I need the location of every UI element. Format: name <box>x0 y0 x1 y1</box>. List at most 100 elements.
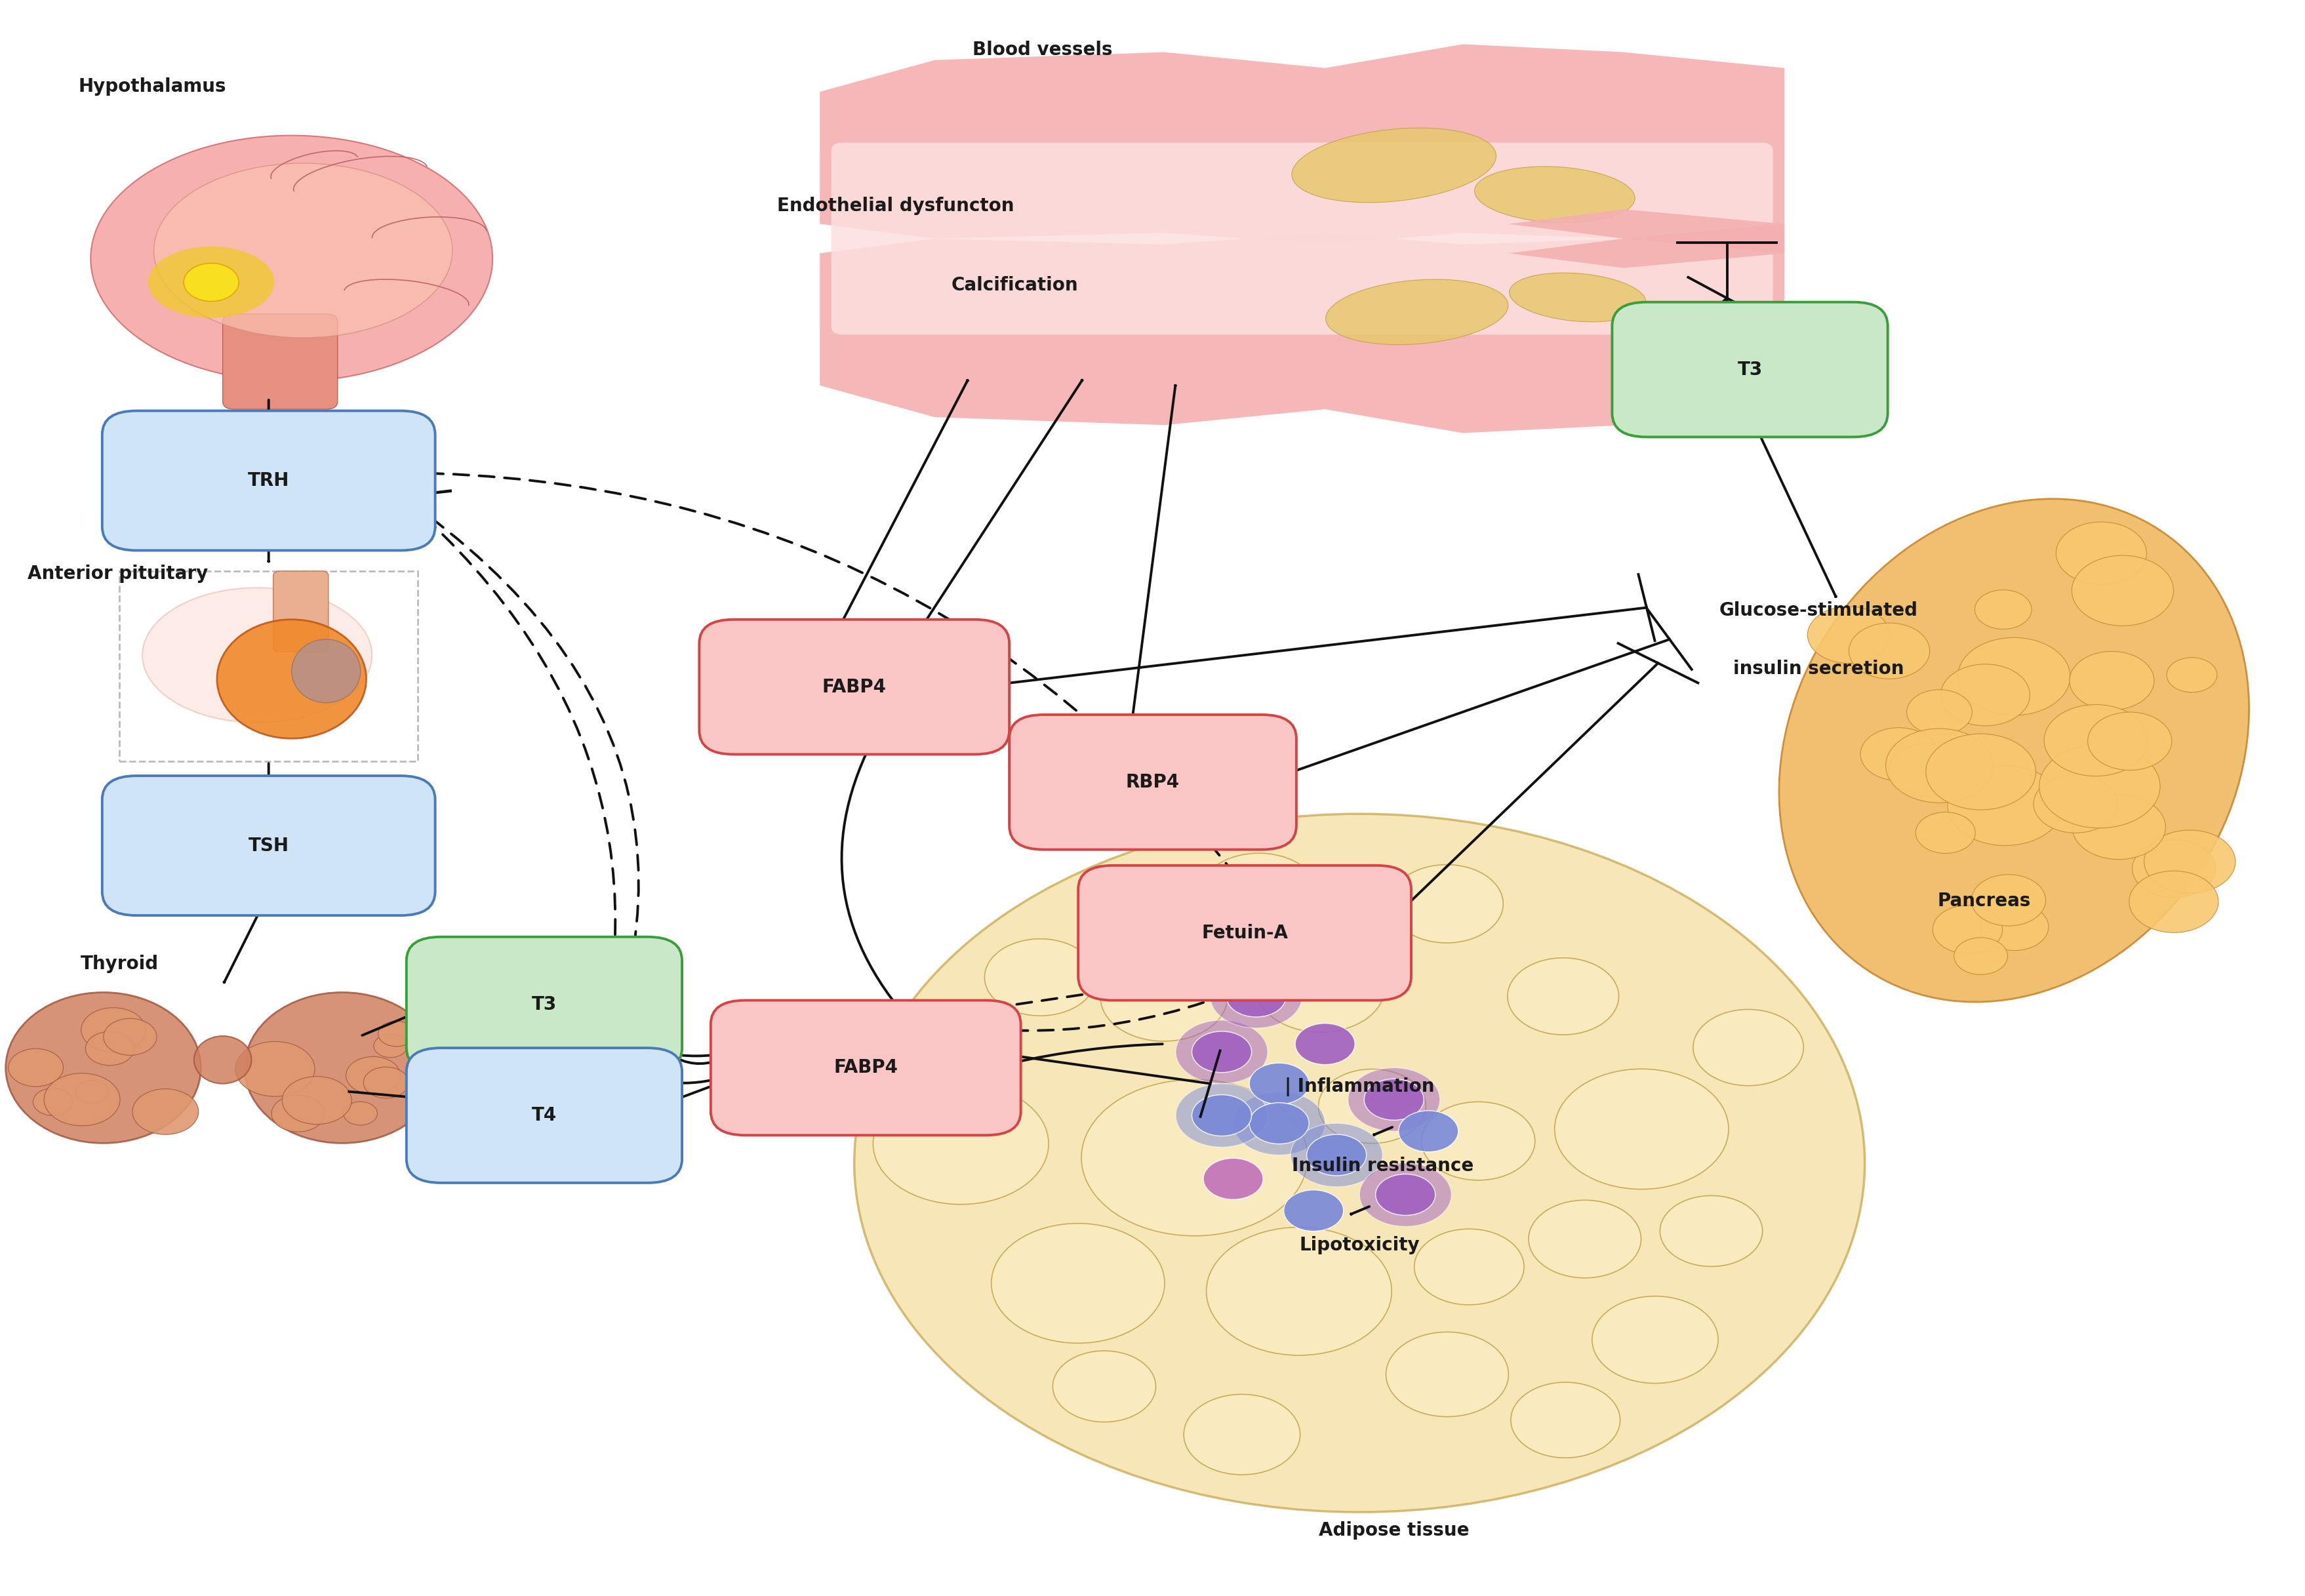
Circle shape <box>855 814 1865 1511</box>
Circle shape <box>1925 734 2035 809</box>
Circle shape <box>1849 622 1929 678</box>
Ellipse shape <box>143 587 371 723</box>
Circle shape <box>184 263 240 302</box>
Text: Endothelial dysfuncton: Endothelial dysfuncton <box>777 196 1014 215</box>
Circle shape <box>1975 591 2031 629</box>
Circle shape <box>991 1224 1164 1344</box>
Circle shape <box>364 1068 408 1098</box>
Text: | Inflammation: | Inflammation <box>1284 1077 1434 1096</box>
FancyBboxPatch shape <box>698 619 1010 755</box>
FancyBboxPatch shape <box>832 142 1773 335</box>
Circle shape <box>1906 689 1971 734</box>
Circle shape <box>1249 1063 1309 1104</box>
Circle shape <box>1210 964 1302 1028</box>
Ellipse shape <box>1325 279 1507 345</box>
Circle shape <box>104 1018 157 1055</box>
Circle shape <box>85 1031 134 1066</box>
Circle shape <box>131 1088 198 1135</box>
Text: TSH: TSH <box>249 836 288 855</box>
Circle shape <box>81 1007 145 1052</box>
Circle shape <box>1256 943 1385 1033</box>
Circle shape <box>1081 1079 1307 1235</box>
Circle shape <box>1941 664 2028 726</box>
Circle shape <box>1971 875 2045 926</box>
Text: Anterior pituitary: Anterior pituitary <box>28 565 207 583</box>
Circle shape <box>1365 1079 1424 1120</box>
Ellipse shape <box>194 1036 251 1084</box>
FancyBboxPatch shape <box>1010 715 1295 849</box>
Circle shape <box>1307 1135 1367 1176</box>
Ellipse shape <box>290 640 360 702</box>
Circle shape <box>1692 1009 1803 1085</box>
Text: insulin secretion: insulin secretion <box>1733 659 1904 678</box>
Ellipse shape <box>148 246 274 318</box>
Ellipse shape <box>244 993 440 1143</box>
Circle shape <box>1385 1333 1507 1417</box>
Circle shape <box>343 1101 378 1125</box>
Circle shape <box>1510 1382 1620 1457</box>
Text: Calcification: Calcification <box>952 276 1079 294</box>
Polygon shape <box>821 233 1784 433</box>
Circle shape <box>1957 638 2070 715</box>
Circle shape <box>1199 854 1318 937</box>
Circle shape <box>1390 865 1503 943</box>
Circle shape <box>1980 903 2047 951</box>
Circle shape <box>1660 1195 1761 1267</box>
Circle shape <box>2070 651 2153 710</box>
Text: TRH: TRH <box>249 471 290 490</box>
Circle shape <box>1176 1084 1268 1148</box>
Circle shape <box>1593 1296 1717 1384</box>
Ellipse shape <box>1291 128 1496 203</box>
Circle shape <box>1182 1395 1300 1475</box>
Circle shape <box>1295 1023 1355 1065</box>
Circle shape <box>2132 839 2215 897</box>
FancyBboxPatch shape <box>1611 302 1888 437</box>
Circle shape <box>378 1021 415 1047</box>
Circle shape <box>1376 1175 1436 1215</box>
FancyBboxPatch shape <box>1079 865 1411 1001</box>
Circle shape <box>1233 1092 1325 1156</box>
Circle shape <box>1952 937 2008 975</box>
Circle shape <box>1507 958 1618 1034</box>
Text: FABP4: FABP4 <box>823 678 885 696</box>
Circle shape <box>1888 744 1964 796</box>
Circle shape <box>1348 1068 1441 1132</box>
Circle shape <box>235 1042 316 1096</box>
Circle shape <box>874 1084 1049 1205</box>
Circle shape <box>1099 953 1226 1041</box>
Circle shape <box>346 1057 401 1095</box>
Circle shape <box>1226 975 1286 1017</box>
Text: Thyroid: Thyroid <box>81 954 159 974</box>
Circle shape <box>1915 812 1975 854</box>
Circle shape <box>2038 744 2160 828</box>
Circle shape <box>9 1049 62 1087</box>
Circle shape <box>1206 1227 1392 1355</box>
Circle shape <box>2072 555 2174 626</box>
Circle shape <box>44 1073 120 1125</box>
Circle shape <box>1192 1031 1252 1073</box>
Polygon shape <box>821 45 1784 244</box>
Circle shape <box>2086 712 2171 771</box>
Ellipse shape <box>5 993 201 1143</box>
Text: Blood vessels: Blood vessels <box>973 41 1113 59</box>
Text: Lipotoxicity: Lipotoxicity <box>1300 1235 1420 1254</box>
Circle shape <box>2144 830 2236 894</box>
Circle shape <box>1192 1095 1252 1136</box>
Ellipse shape <box>217 619 366 739</box>
Ellipse shape <box>1779 500 2247 1002</box>
Circle shape <box>1399 1111 1457 1152</box>
Circle shape <box>2167 658 2217 693</box>
Circle shape <box>1203 1159 1263 1200</box>
Circle shape <box>1291 1124 1383 1187</box>
Circle shape <box>1528 1200 1641 1278</box>
Circle shape <box>2128 871 2217 932</box>
Text: T4: T4 <box>532 1106 556 1125</box>
Circle shape <box>2056 522 2146 584</box>
Circle shape <box>373 1034 408 1058</box>
Text: Glucose-stimulated: Glucose-stimulated <box>1720 602 1918 619</box>
Text: Hypothalamus: Hypothalamus <box>78 78 226 96</box>
FancyBboxPatch shape <box>101 776 436 916</box>
FancyBboxPatch shape <box>406 937 682 1073</box>
Circle shape <box>1948 766 2063 846</box>
Circle shape <box>1885 729 1992 803</box>
